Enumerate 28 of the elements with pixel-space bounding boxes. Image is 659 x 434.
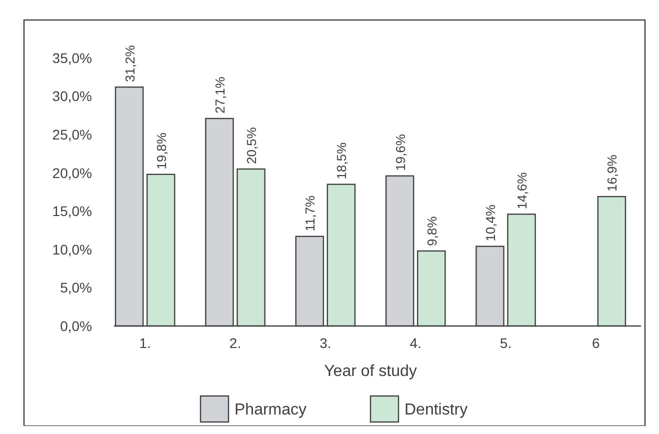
data-label: 14,6% — [514, 172, 530, 210]
x-tick-label: 6 — [592, 335, 600, 351]
data-label: 19,6% — [392, 134, 408, 171]
x-tick-label: 2. — [229, 335, 242, 351]
y-tick-label: 15,0% — [52, 203, 92, 220]
y-tick-label: 30,0% — [52, 88, 92, 104]
y-tick-label: 5,0% — [60, 280, 92, 296]
legend-label: Dentistry — [404, 402, 468, 419]
data-label: 10,4% — [482, 204, 498, 242]
y-tick-label: 25,0% — [52, 126, 92, 142]
x-tick-label: 5. — [500, 335, 512, 351]
x-tick-label: 4. — [410, 335, 422, 351]
data-label: 19,8% — [154, 132, 169, 170]
y-tick-label: 0,0% — [60, 318, 92, 334]
data-label: 27,1% — [212, 76, 228, 114]
data-label: 20,5% — [244, 126, 260, 164]
legend-label: Pharmacy — [234, 402, 307, 419]
y-tick-label: 35,0% — [52, 50, 92, 66]
data-label: 31,2% — [122, 44, 138, 82]
y-tick-label: 20,0% — [52, 164, 92, 181]
y-tick-label: 10,0% — [52, 241, 92, 258]
x-tick-label: 1. — [139, 335, 151, 351]
data-label: 16,9% — [604, 154, 620, 192]
x-axis-title: Year of study — [324, 363, 417, 380]
x-tick-label: 3. — [320, 335, 332, 351]
data-label: 18,5% — [334, 142, 350, 180]
data-label: 9,8% — [424, 216, 440, 246]
data-label: 11,7% — [302, 195, 318, 232]
